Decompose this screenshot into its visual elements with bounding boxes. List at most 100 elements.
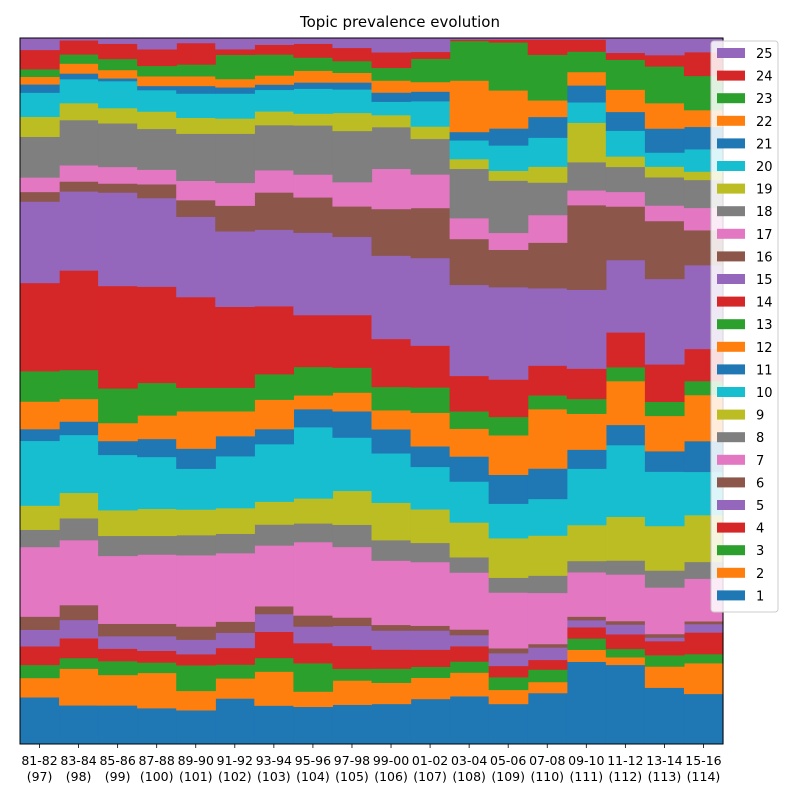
segment-topic-3-03-04 <box>449 661 490 673</box>
segment-topic-18-09-10 <box>566 162 607 191</box>
segment-topic-4-89-90 <box>176 654 216 666</box>
segment-topic-25-99-00 <box>371 38 412 53</box>
segment-topic-9-09-10 <box>566 524 607 562</box>
segment-topic-18-91-92 <box>215 133 255 184</box>
segment-topic-2-07-08 <box>527 681 568 694</box>
segment-topic-12-05-06 <box>488 435 529 475</box>
segment-topic-24-99-00 <box>371 52 412 69</box>
legend-label-19: 19 <box>756 183 773 198</box>
legend-label-13: 13 <box>756 318 773 333</box>
segment-topic-23-87-88 <box>137 65 177 77</box>
segment-topic-21-09-10 <box>566 85 607 103</box>
chart-title: Topic prevalence evolution <box>299 13 500 31</box>
segment-topic-9-13-14 <box>644 525 685 571</box>
segment-topic-18-83-84 <box>59 119 99 166</box>
segment-topic-3-83-84 <box>59 657 99 669</box>
legend-swatch-2 <box>717 567 745 578</box>
legend-swatch-6 <box>717 477 745 488</box>
segment-topic-14-87-88 <box>137 286 177 384</box>
segment-topic-3-99-00 <box>371 668 412 683</box>
segment-topic-8-95-96 <box>293 523 334 543</box>
segment-topic-25-07-08 <box>527 38 568 40</box>
segment-topic-20-95-96 <box>293 88 334 114</box>
legend-swatch-8 <box>717 432 745 443</box>
x-tick-label-period: 13-14 <box>646 753 682 768</box>
segment-topic-7-05-06 <box>488 592 529 649</box>
segment-topic-1-01-02 <box>410 698 451 745</box>
segment-topic-22-83-84 <box>59 63 99 74</box>
segment-topic-1-99-00 <box>371 703 412 745</box>
segment-topic-8-01-02 <box>410 542 451 563</box>
segment-topic-23-09-10 <box>566 51 607 73</box>
segment-topic-10-87-88 <box>137 456 177 510</box>
segment-topic-4-95-96 <box>293 642 334 664</box>
legend-label-21: 21 <box>756 137 773 152</box>
segment-topic-20-03-04 <box>449 140 490 160</box>
segment-topic-22-99-00 <box>371 80 412 93</box>
x-tick-label-count: (101) <box>179 769 213 784</box>
segment-topic-15-85-86 <box>98 192 138 287</box>
segment-topic-20-83-84 <box>59 78 99 104</box>
segment-topic-19-15-16 <box>683 171 724 181</box>
segment-topic-8-13-14 <box>644 570 685 588</box>
segment-topic-14-97-98 <box>332 314 373 368</box>
segment-topic-1-93-94 <box>254 705 294 745</box>
legend: 2524232221201918171615141312111098765432… <box>710 40 779 613</box>
segment-topic-25-97-98 <box>332 38 373 49</box>
segment-topic-3-15-16 <box>683 653 724 664</box>
x-tick-label-period: 03-04 <box>451 753 487 768</box>
segment-topic-13-87-88 <box>137 382 177 416</box>
segment-topic-8-93-94 <box>254 524 294 546</box>
segment-topic-21-85-86 <box>98 78 138 82</box>
segment-topic-6-09-10 <box>566 616 607 621</box>
x-tick-label-period: 01-02 <box>412 753 448 768</box>
segment-topic-15-81-82 <box>20 201 60 284</box>
legend-swatch-3 <box>717 545 745 556</box>
segment-topic-6-03-04 <box>449 629 490 636</box>
x-tick-label-count: (105) <box>335 769 369 784</box>
segment-topic-2-05-06 <box>488 689 529 705</box>
segment-topic-14-05-06 <box>488 379 529 418</box>
segment-topic-21-07-08 <box>527 116 568 138</box>
segment-topic-14-89-90 <box>176 296 216 388</box>
segment-topic-8-91-92 <box>215 533 255 554</box>
segment-topic-3-11-12 <box>605 648 646 658</box>
segment-topic-12-13-14 <box>644 415 685 452</box>
segment-topic-16-03-04 <box>449 238 490 286</box>
series-3 <box>20 638 724 692</box>
segment-topic-11-05-06 <box>488 474 529 504</box>
segment-topic-10-85-86 <box>98 454 138 511</box>
segment-topic-14-11-12 <box>605 332 646 368</box>
segment-topic-3-09-10 <box>566 638 607 650</box>
series-2 <box>20 649 724 711</box>
segment-topic-2-81-82 <box>20 677 60 698</box>
segment-topic-23-89-90 <box>176 64 216 77</box>
segment-topic-21-89-90 <box>176 85 216 94</box>
segment-topic-17-05-06 <box>488 232 529 250</box>
segment-topic-16-87-88 <box>137 184 177 199</box>
segment-topic-22-13-14 <box>644 102 685 129</box>
segment-topic-17-87-88 <box>137 169 177 185</box>
segment-topic-5-15-16 <box>683 623 724 633</box>
segment-topic-10-97-98 <box>332 437 373 492</box>
legend-label-8: 8 <box>756 431 764 446</box>
segment-topic-2-09-10 <box>566 649 607 662</box>
segment-topic-11-11-12 <box>605 424 646 446</box>
segment-topic-3-93-94 <box>254 657 294 672</box>
segment-topic-3-05-06 <box>488 677 529 691</box>
segment-topic-14-83-84 <box>59 270 99 371</box>
segment-topic-5-91-92 <box>215 632 255 649</box>
segment-topic-20-87-88 <box>137 89 177 112</box>
segment-topic-21-81-82 <box>20 84 60 93</box>
segment-topic-19-91-92 <box>215 118 255 134</box>
segment-topic-7-13-14 <box>644 587 685 635</box>
segment-topic-12-85-86 <box>98 422 138 442</box>
segment-topic-4-81-82 <box>20 646 60 666</box>
legend-label-25: 25 <box>756 47 773 62</box>
segment-topic-17-93-94 <box>254 170 294 193</box>
segment-topic-12-81-82 <box>20 401 60 430</box>
legend-label-9: 9 <box>756 409 764 424</box>
segment-topic-15-87-88 <box>137 197 177 287</box>
segment-topic-6-11-12 <box>605 620 646 625</box>
